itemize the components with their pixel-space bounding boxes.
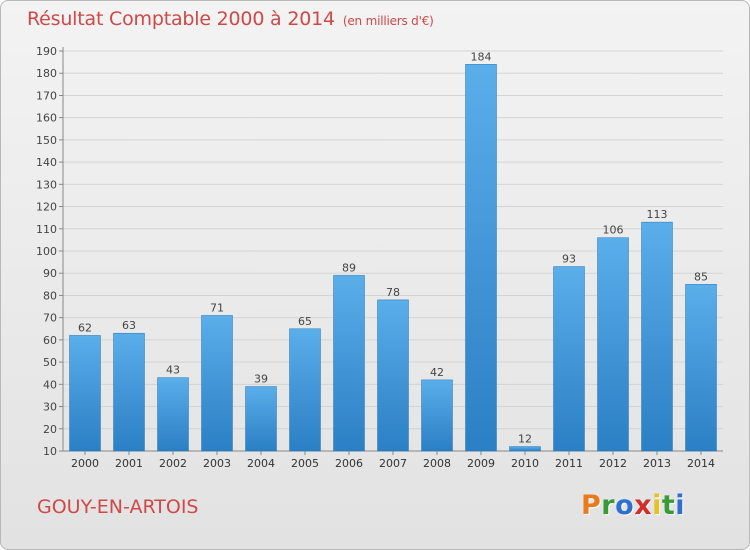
bar-value-label: 39	[254, 373, 268, 386]
bar	[157, 377, 189, 452]
bar	[465, 64, 497, 452]
y-tick-label: 160	[36, 112, 57, 125]
bar	[201, 315, 233, 452]
bar	[377, 299, 409, 452]
bar	[113, 332, 145, 452]
x-tick-label: 2009	[467, 457, 495, 470]
bar	[685, 284, 717, 452]
bar-value-label: 78	[386, 286, 400, 299]
y-tick-label: 150	[36, 134, 57, 147]
bar-value-label: 184	[471, 50, 492, 63]
y-tick-label: 80	[43, 289, 57, 302]
x-tick-label: 2003	[203, 457, 231, 470]
bar	[421, 379, 453, 452]
bar-value-label: 71	[210, 301, 224, 314]
y-tick-label: 40	[43, 378, 57, 391]
x-tick-label: 2007	[379, 457, 407, 470]
bar-value-label: 12	[518, 433, 532, 446]
y-tick-label: 140	[36, 156, 57, 169]
bar-value-label: 62	[78, 321, 92, 334]
logo-letter: i	[675, 490, 686, 521]
y-tick-label: 190	[36, 45, 57, 58]
x-tick-label: 2014	[687, 457, 715, 470]
logo-letter: r	[601, 490, 616, 521]
x-tick-label: 2010	[511, 457, 539, 470]
chart-title: Résultat Comptable 2000 à 2014 (en millie…	[27, 8, 434, 30]
proxiti-logo: Proxiti	[581, 490, 685, 521]
y-tick-label: 60	[43, 334, 57, 347]
chart-subtitle: (en milliers d'€)	[342, 14, 434, 28]
y-tick-label: 130	[36, 178, 57, 191]
place-name: GOUY-EN-ARTOIS	[37, 496, 199, 518]
bar	[333, 275, 365, 452]
bar-value-label: 93	[562, 253, 576, 266]
chart-title-text: Résultat Comptable 2000 à 2014	[27, 8, 335, 30]
y-tick-label: 100	[36, 245, 57, 258]
x-tick-label: 2001	[115, 457, 143, 470]
bar-value-label: 42	[430, 366, 444, 379]
y-tick-label: 180	[36, 67, 57, 80]
bar-value-label: 113	[647, 208, 668, 221]
x-tick-label: 2004	[247, 457, 275, 470]
y-tick-label: 10	[43, 445, 57, 458]
y-tick-label: 30	[43, 401, 57, 414]
bar-value-label: 89	[342, 261, 356, 274]
y-tick-label: 70	[43, 312, 57, 325]
logo-letter: o	[615, 490, 635, 521]
bar-value-label: 63	[122, 319, 136, 332]
x-tick-label: 2008	[423, 457, 451, 470]
bar	[69, 335, 101, 452]
bar	[553, 266, 585, 452]
bars	[69, 64, 717, 452]
y-tick-label: 170	[36, 89, 57, 102]
labels: 10 20 30 40 50 60 70 80 90 100 110 120 130 140 150 160 1…	[36, 45, 715, 470]
bar	[289, 328, 321, 452]
x-tick-label: 2011	[555, 457, 583, 470]
logo-letter: P	[581, 490, 602, 521]
bar	[245, 386, 277, 452]
bar	[509, 446, 541, 452]
x-tick-label: 2000	[71, 457, 99, 470]
x-tick-label: 2006	[335, 457, 363, 470]
logo-letter: i	[652, 490, 662, 521]
y-tick-label: 110	[36, 223, 57, 236]
y-tick-label: 20	[43, 423, 57, 436]
bar-value-label: 85	[694, 270, 708, 283]
x-tick-label: 2005	[291, 457, 319, 470]
y-tick-label: 50	[43, 356, 57, 369]
logo-letter: x	[634, 490, 653, 521]
x-tick-label: 2012	[599, 457, 627, 470]
y-tick-label: 90	[43, 267, 57, 280]
bar	[597, 237, 629, 452]
bar-value-label: 65	[298, 315, 312, 328]
bar-value-label: 106	[603, 224, 624, 237]
x-tick-label: 2013	[643, 457, 671, 470]
bar-value-label: 43	[166, 364, 180, 377]
y-tick-label: 120	[36, 201, 57, 214]
bar	[641, 221, 673, 452]
x-tick-label: 2002	[159, 457, 187, 470]
logo-letter: t	[661, 490, 676, 521]
